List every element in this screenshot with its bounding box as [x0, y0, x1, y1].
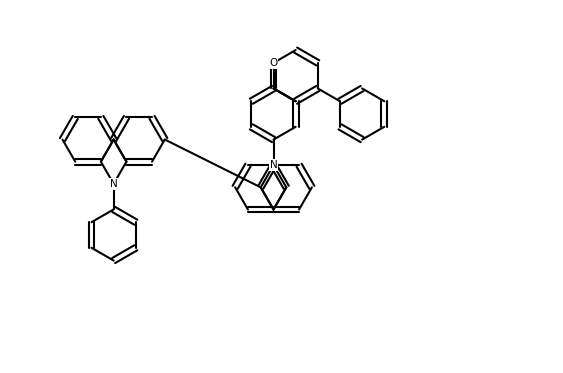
Text: N: N	[110, 179, 118, 189]
Text: O: O	[269, 58, 278, 68]
Text: N: N	[270, 160, 278, 170]
